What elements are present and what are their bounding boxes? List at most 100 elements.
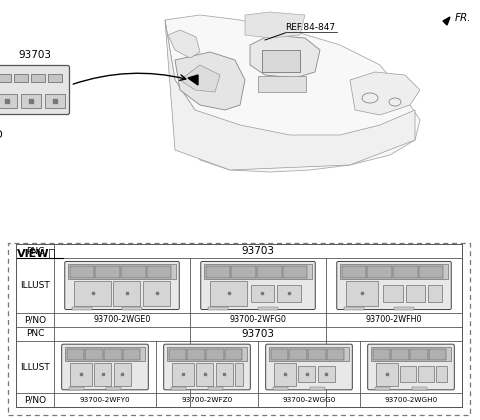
Bar [72, 307, 92, 310]
Bar [96, 266, 120, 278]
FancyBboxPatch shape [164, 344, 251, 390]
Bar [340, 265, 448, 279]
Bar [13, 74, 27, 81]
Text: 93700-2WFH0: 93700-2WFH0 [366, 315, 422, 325]
Bar [346, 281, 378, 306]
Bar [231, 266, 256, 278]
Bar [436, 366, 447, 382]
Bar [225, 349, 242, 360]
Text: FR.: FR. [455, 13, 471, 23]
Text: 93700-2WGG0: 93700-2WGG0 [282, 397, 336, 403]
Bar [274, 363, 296, 386]
Polygon shape [165, 15, 420, 172]
FancyBboxPatch shape [368, 344, 454, 390]
Polygon shape [250, 35, 320, 78]
Polygon shape [350, 72, 420, 115]
Bar [258, 307, 278, 310]
Bar [393, 266, 418, 278]
Polygon shape [245, 12, 305, 38]
Polygon shape [180, 65, 220, 92]
Bar [273, 387, 288, 390]
Bar [318, 366, 335, 382]
Bar [412, 387, 427, 390]
Text: VIEWⒶ: VIEWⒶ [17, 248, 56, 258]
Polygon shape [188, 75, 198, 85]
Bar [171, 387, 186, 390]
Bar [167, 347, 247, 361]
Bar [271, 349, 288, 360]
Bar [206, 266, 230, 278]
FancyBboxPatch shape [61, 344, 148, 390]
Bar [391, 349, 409, 360]
Bar [429, 349, 446, 360]
Bar [216, 363, 233, 386]
Text: REF.84-847: REF.84-847 [285, 23, 335, 32]
Text: 93703: 93703 [241, 329, 275, 339]
Text: 1018AD: 1018AD [0, 129, 4, 139]
Bar [206, 349, 224, 360]
Text: P/NO: P/NO [24, 315, 46, 325]
Bar [376, 363, 397, 386]
Text: 93700-2WGE0: 93700-2WGE0 [93, 315, 151, 325]
Text: 93700-2WFG0: 93700-2WFG0 [229, 315, 287, 325]
Bar [168, 349, 186, 360]
Bar [144, 281, 170, 306]
Polygon shape [443, 17, 450, 25]
Bar [372, 349, 390, 360]
Bar [113, 281, 140, 306]
Bar [204, 265, 312, 279]
Bar [289, 349, 307, 360]
Bar [308, 349, 325, 360]
Text: ILLUST: ILLUST [20, 362, 50, 372]
FancyBboxPatch shape [337, 261, 451, 310]
Bar [48, 74, 61, 81]
Text: PNC: PNC [26, 330, 44, 339]
Bar [187, 349, 205, 360]
Bar [123, 349, 140, 360]
Bar [67, 349, 84, 360]
FancyBboxPatch shape [65, 261, 179, 310]
Bar [65, 347, 145, 361]
Text: 93700-2WFZ0: 93700-2WFZ0 [181, 397, 233, 403]
Bar [68, 265, 176, 279]
Bar [16, 244, 462, 407]
Polygon shape [165, 20, 415, 170]
Bar [106, 387, 121, 390]
FancyBboxPatch shape [201, 261, 315, 310]
Text: 93703: 93703 [241, 246, 275, 256]
Polygon shape [168, 30, 200, 58]
Bar [310, 387, 325, 390]
Bar [269, 347, 349, 361]
Bar [384, 285, 403, 302]
Bar [85, 349, 103, 360]
FancyBboxPatch shape [0, 66, 70, 115]
Text: 93700-2WFY0: 93700-2WFY0 [80, 397, 130, 403]
Text: 93700-2WGH0: 93700-2WGH0 [384, 397, 438, 403]
Bar [344, 307, 364, 310]
Bar [262, 50, 300, 72]
Bar [70, 266, 95, 278]
Bar [122, 307, 142, 310]
Bar [257, 266, 282, 278]
Bar [394, 307, 414, 310]
Bar [114, 363, 131, 386]
Polygon shape [175, 52, 245, 110]
Bar [196, 363, 213, 386]
Text: ILLUST: ILLUST [20, 281, 50, 290]
Bar [371, 347, 451, 361]
FancyBboxPatch shape [266, 344, 352, 390]
Bar [94, 363, 111, 386]
Bar [375, 387, 390, 390]
Bar [208, 307, 228, 310]
Bar [342, 266, 366, 278]
Bar [104, 349, 121, 360]
Bar [258, 76, 306, 92]
Text: PNC: PNC [26, 247, 44, 255]
Bar [277, 285, 300, 302]
Bar [418, 366, 434, 382]
Bar [367, 266, 392, 278]
Bar [31, 74, 45, 81]
Bar [208, 387, 223, 390]
Bar [235, 363, 243, 386]
Bar [400, 366, 416, 382]
